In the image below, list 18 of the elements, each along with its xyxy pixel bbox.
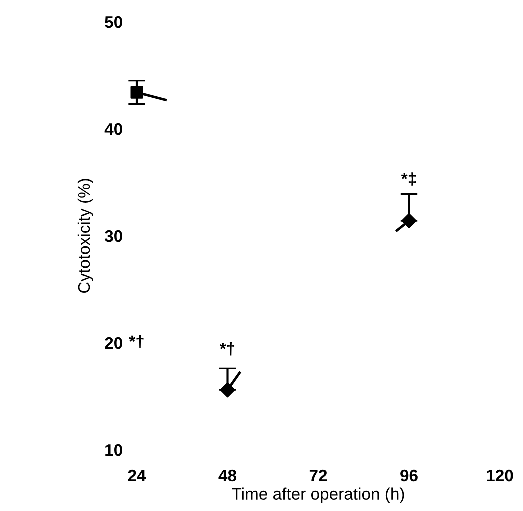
annotation: *†	[129, 335, 144, 348]
y-tick-label: 10	[106, 444, 122, 456]
x-tick-label: 48	[218, 470, 237, 482]
x-tick-label: 96	[400, 470, 418, 482]
x-tick-label: 120	[487, 470, 514, 482]
x-axis-title: Time after operation (h)	[232, 488, 404, 504]
annotation: *‡	[401, 172, 416, 186]
point	[220, 382, 236, 398]
y-axis-title: Cytotoxicity (%)	[78, 179, 94, 294]
annotation: *†	[220, 342, 235, 356]
x-tick-label: 72	[310, 470, 328, 482]
y-tick-label: 20	[105, 337, 122, 350]
y-tick-label: 30	[104, 230, 122, 242]
x-tick-label: 24	[128, 470, 146, 482]
point	[130, 86, 144, 99]
y-tick-label: 40	[104, 123, 122, 136]
point	[402, 213, 417, 229]
y-tick-label: 50	[105, 16, 122, 28]
